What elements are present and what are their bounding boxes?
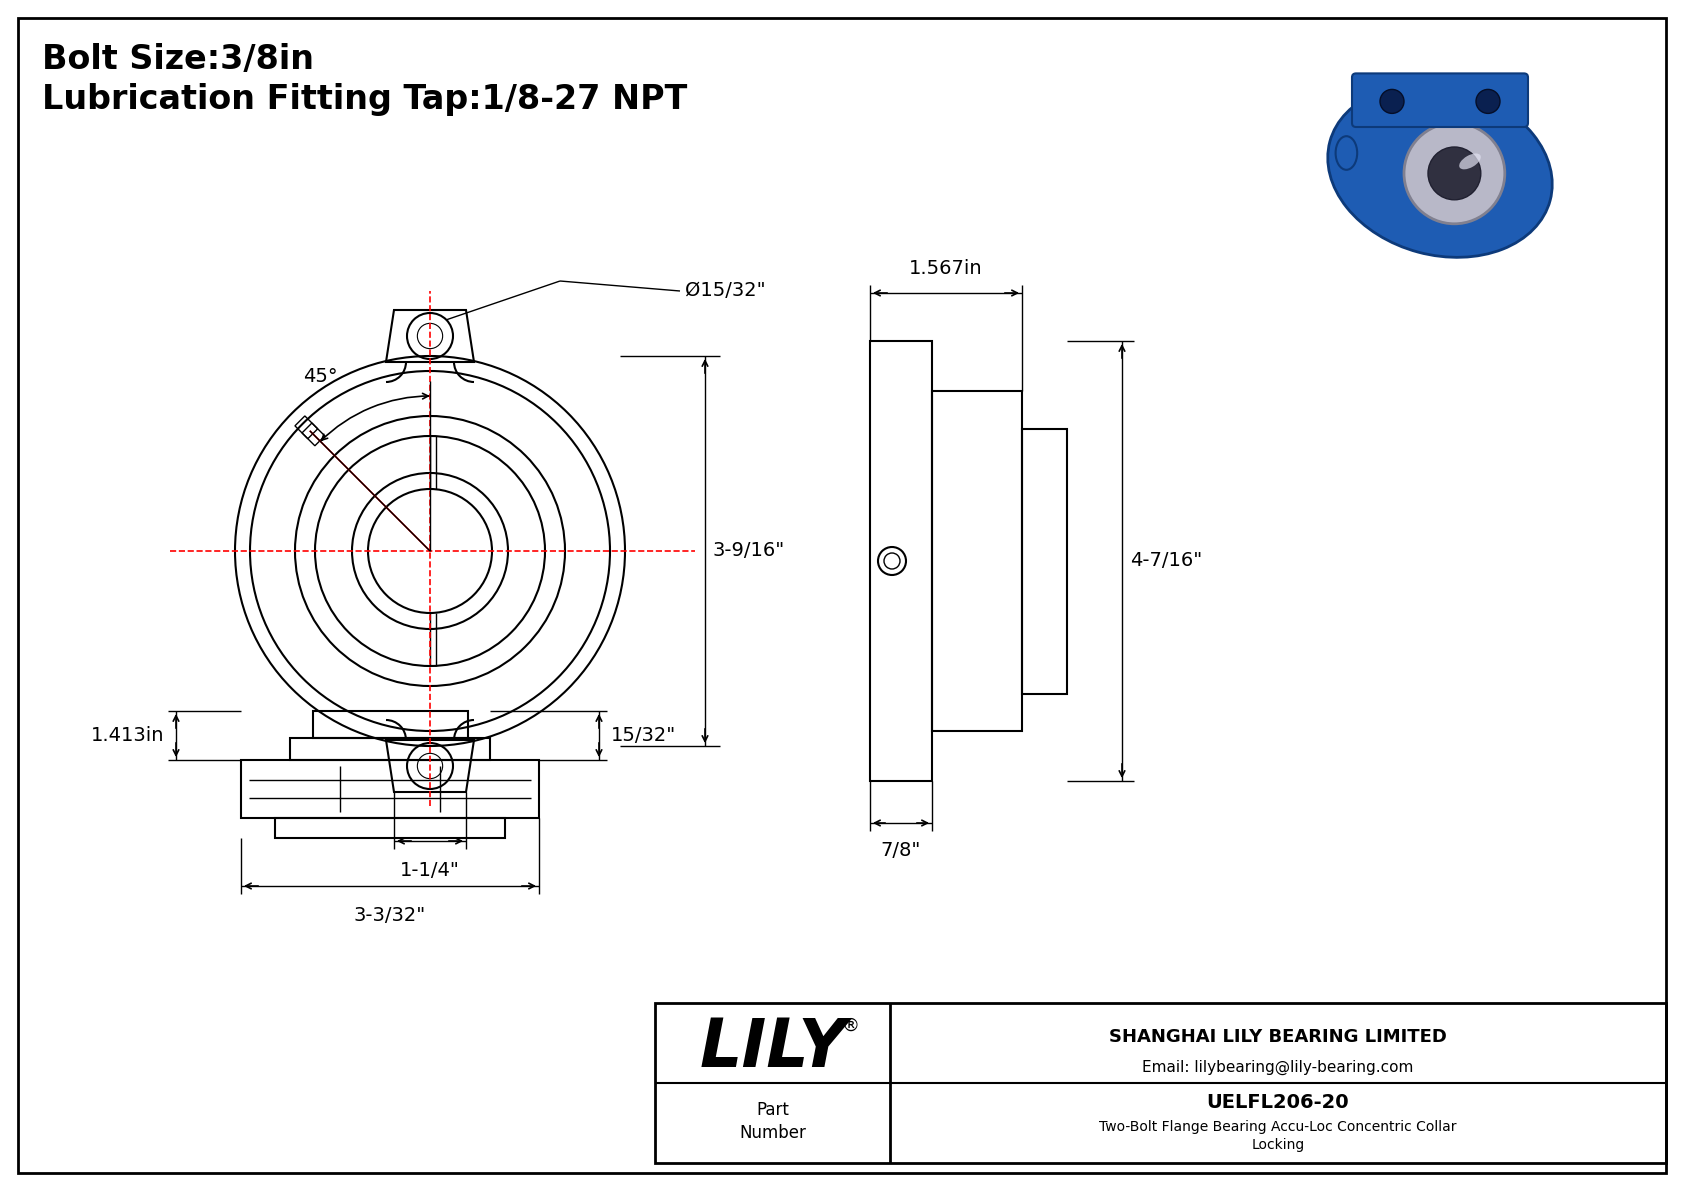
- Circle shape: [1475, 89, 1500, 113]
- Circle shape: [1404, 123, 1505, 224]
- Text: 7/8": 7/8": [881, 841, 921, 860]
- Text: 3-3/32": 3-3/32": [354, 906, 426, 925]
- Ellipse shape: [1458, 154, 1480, 169]
- FancyBboxPatch shape: [1352, 74, 1527, 127]
- Bar: [931, 391, 1022, 731]
- Text: LILY: LILY: [699, 1015, 847, 1080]
- Bar: [241, 760, 539, 818]
- Text: Part
Number: Part Number: [739, 1100, 807, 1142]
- Text: ®: ®: [842, 1017, 861, 1035]
- Text: 1-1/4": 1-1/4": [401, 861, 460, 880]
- Text: 45°: 45°: [303, 367, 337, 386]
- Text: 3-9/16": 3-9/16": [712, 542, 785, 561]
- Text: 1.413in: 1.413in: [91, 727, 163, 746]
- Text: UELFL206-20: UELFL206-20: [1207, 1092, 1349, 1111]
- Bar: [655, 1003, 1665, 1162]
- Circle shape: [1379, 89, 1404, 113]
- Text: 15/32": 15/32": [611, 727, 677, 746]
- Text: Bolt Size:3/8in: Bolt Size:3/8in: [42, 43, 313, 76]
- Bar: [290, 738, 490, 760]
- Bar: [313, 711, 468, 738]
- Circle shape: [1428, 146, 1480, 200]
- Text: 1.567in: 1.567in: [909, 258, 983, 278]
- Bar: [274, 818, 505, 838]
- Text: 4-7/16": 4-7/16": [1130, 551, 1202, 570]
- Ellipse shape: [1335, 136, 1357, 170]
- Ellipse shape: [1327, 85, 1553, 257]
- Bar: [1022, 429, 1068, 693]
- Bar: [871, 341, 931, 781]
- Text: Two-Bolt Flange Bearing Accu-Loc Concentric Collar
Locking: Two-Bolt Flange Bearing Accu-Loc Concent…: [1100, 1120, 1457, 1152]
- Text: Email: lilybearing@lily-bearing.com: Email: lilybearing@lily-bearing.com: [1142, 1060, 1413, 1074]
- Text: Ø15/32": Ø15/32": [685, 281, 766, 300]
- Text: Lubrication Fitting Tap:1/8-27 NPT: Lubrication Fitting Tap:1/8-27 NPT: [42, 83, 687, 116]
- Text: SHANGHAI LILY BEARING LIMITED: SHANGHAI LILY BEARING LIMITED: [1110, 1028, 1447, 1046]
